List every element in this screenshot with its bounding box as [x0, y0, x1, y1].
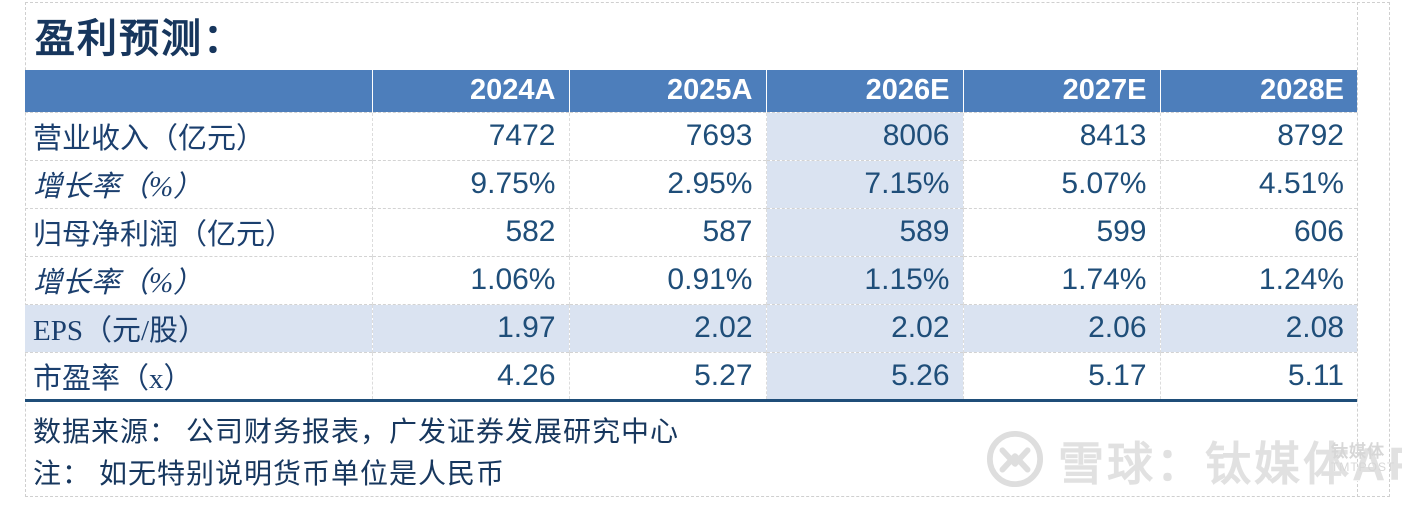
value-cell: 4.26 [371, 351, 569, 400]
header-cell-2027A: 2027E [962, 70, 1160, 112]
table-row-net-profit: 归母净利润（亿元） 582 587 589 599 606 [25, 207, 1357, 256]
table-row-revenue-growth: 增长率（%） 9.75% 2.95% 7.15% 5.07% 4.51% [25, 159, 1357, 208]
watermark-brand-text: 雪球：钛媒体APP [1058, 438, 1402, 490]
tmtpost-logo-en: TMTPOST [1331, 459, 1396, 474]
value-cell: 599 [962, 207, 1160, 256]
table-header-row: 2024A 2025A 2026E 2027E 2028E [25, 70, 1357, 112]
value-cell: 1.24% [1159, 255, 1357, 304]
row-label: 归母净利润（亿元） [25, 207, 372, 256]
value-cell: 2.02 [765, 303, 963, 352]
value-cell: 0.91% [568, 255, 766, 304]
value-cell: 582 [371, 207, 569, 256]
table-row-profit-growth: 增长率（%） 1.06% 0.91% 1.15% 1.74% 1.24% [25, 255, 1357, 304]
note-remark: 注： 如无特别说明货币单位是人民币 [33, 459, 506, 490]
header-cell-2024A: 2024A [371, 70, 569, 112]
value-cell: 5.26 [765, 351, 963, 400]
value-cell: 2.08 [1159, 303, 1357, 352]
forecast-table: 2024A 2025A 2026E 2027E 2028E 营业收入（亿元） 7… [25, 70, 1357, 402]
page-dashed-line [1357, 2, 1358, 497]
value-cell: 1.06% [371, 255, 569, 304]
tmtpost-logo: 钛媒体 TMTPOST [1331, 443, 1395, 473]
value-cell: 8792 [1159, 111, 1357, 160]
value-cell: 7472 [371, 111, 569, 160]
value-cell: 2.95% [568, 159, 766, 208]
watermark: 雪球：钛媒体APP [986, 430, 1402, 492]
value-cell: 2.02 [568, 303, 766, 352]
row-label: 市盈率（x） [25, 351, 372, 400]
table-row-revenue: 营业收入（亿元） 7472 7693 8006 8413 8792 [25, 111, 1357, 160]
row-label: 营业收入（亿元） [25, 111, 372, 160]
value-cell: 8006 [765, 111, 963, 160]
header-cell-2025A: 2025A [568, 70, 766, 112]
header-cell-2026E: 2026E [765, 70, 963, 112]
xueqiu-snowball-logo-icon [986, 430, 1044, 493]
value-cell: 5.17 [962, 351, 1160, 400]
value-cell: 1.74% [962, 255, 1160, 304]
value-cell: 4.51% [1159, 159, 1357, 208]
value-cell: 7.15% [765, 159, 963, 208]
value-cell: 5.11 [1159, 351, 1357, 400]
table-row-eps: EPS（元/股） 1.97 2.02 2.02 2.06 2.08 [25, 303, 1357, 352]
value-cell: 2.06 [962, 303, 1160, 352]
note-source: 数据来源： 公司财务报表，广发证券发展研究中心 [33, 417, 680, 448]
value-cell: 5.07% [962, 159, 1160, 208]
row-label: EPS（元/股） [25, 303, 372, 352]
row-label: 增长率（%） [25, 255, 372, 304]
value-cell: 7693 [568, 111, 766, 160]
value-cell: 8413 [962, 111, 1160, 160]
value-cell: 9.75% [371, 159, 569, 208]
header-cell-2028E: 2028E [1159, 70, 1357, 112]
value-cell: 587 [568, 207, 766, 256]
tmtpost-logo-cn: 钛媒体 [1331, 442, 1385, 461]
table-row-pe: 市盈率（x） 4.26 5.27 5.26 5.17 5.11 [25, 351, 1357, 400]
value-cell: 589 [765, 207, 963, 256]
value-cell: 606 [1159, 207, 1357, 256]
row-label: 增长率（%） [25, 159, 372, 208]
value-cell: 5.27 [568, 351, 766, 400]
value-cell: 1.15% [765, 255, 963, 304]
page-title: 盈利预测： [35, 16, 245, 61]
header-cell-empty [25, 70, 372, 112]
value-cell: 1.97 [371, 303, 569, 352]
table-notes: 数据来源： 公司财务报表，广发证券发展研究中心 注： 如无特别说明货币单位是人民… [33, 412, 679, 496]
